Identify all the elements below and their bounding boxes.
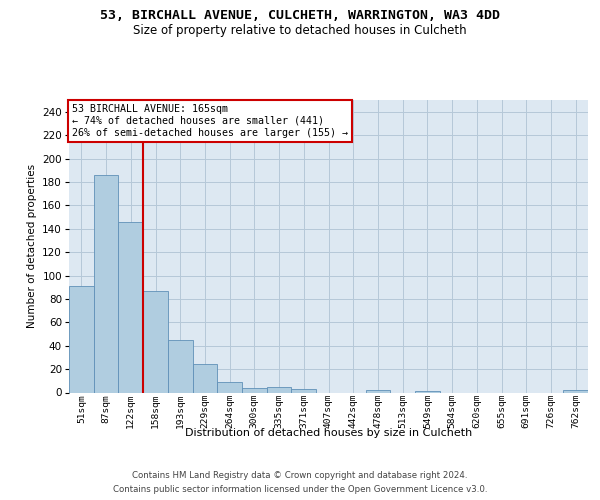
- Y-axis label: Number of detached properties: Number of detached properties: [27, 164, 37, 328]
- Bar: [217, 382, 242, 392]
- Text: Contains HM Land Registry data © Crown copyright and database right 2024.: Contains HM Land Registry data © Crown c…: [132, 472, 468, 480]
- Bar: [69, 286, 94, 393]
- Text: 53 BIRCHALL AVENUE: 165sqm
← 74% of detached houses are smaller (441)
26% of sem: 53 BIRCHALL AVENUE: 165sqm ← 74% of deta…: [71, 104, 347, 138]
- Bar: [94, 175, 118, 392]
- Bar: [292, 389, 316, 392]
- Bar: [118, 222, 143, 392]
- Bar: [365, 390, 390, 392]
- Bar: [168, 340, 193, 392]
- Text: Size of property relative to detached houses in Culcheth: Size of property relative to detached ho…: [133, 24, 467, 37]
- Text: 53, BIRCHALL AVENUE, CULCHETH, WARRINGTON, WA3 4DD: 53, BIRCHALL AVENUE, CULCHETH, WARRINGTO…: [100, 9, 500, 22]
- Bar: [143, 290, 168, 392]
- Bar: [267, 386, 292, 392]
- Text: Distribution of detached houses by size in Culcheth: Distribution of detached houses by size …: [185, 428, 472, 438]
- Text: Contains public sector information licensed under the Open Government Licence v3: Contains public sector information licen…: [113, 484, 487, 494]
- Bar: [563, 390, 588, 392]
- Bar: [193, 364, 217, 392]
- Bar: [242, 388, 267, 392]
